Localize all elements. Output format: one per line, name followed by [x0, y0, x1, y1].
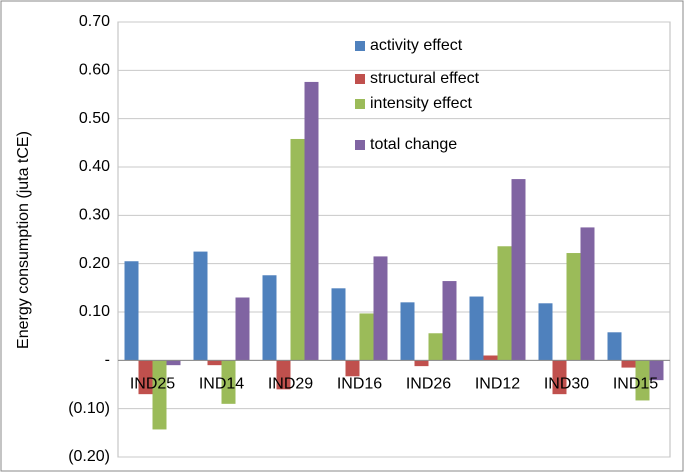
bar: [566, 253, 581, 361]
y-tick-label: 0.30: [79, 207, 110, 224]
x-tick-label: IND16: [337, 376, 382, 393]
y-tick-label: 0.50: [79, 110, 110, 127]
y-tick-label: 0.20: [79, 255, 110, 272]
bar: [304, 81, 319, 361]
bar: [538, 303, 553, 361]
y-tick-label: (0.10): [68, 400, 110, 417]
x-tick-label: IND12: [475, 376, 520, 393]
bar: [124, 261, 139, 361]
legend-label: intensity effect: [370, 95, 473, 112]
bar: [152, 360, 167, 430]
y-axis-label: Energy consumption (juta tCE): [15, 131, 32, 349]
bar: [276, 360, 291, 390]
bar: [469, 296, 484, 361]
y-tick-label: (0.20): [68, 448, 110, 465]
legend-swatch: [355, 74, 365, 84]
y-tick-label: 0.60: [79, 62, 110, 79]
bar: [221, 360, 236, 404]
bar: [290, 138, 305, 361]
bar: [345, 360, 360, 377]
x-tick-label: IND30: [544, 376, 589, 393]
bar: [373, 256, 388, 361]
bar: [414, 360, 429, 367]
bar: [193, 251, 208, 361]
bar: [621, 360, 636, 368]
bar: [331, 288, 346, 361]
y-tick-label: -: [105, 352, 110, 369]
x-tick-label: IND29: [268, 376, 313, 393]
legend-swatch: [355, 99, 365, 109]
bar: [552, 360, 567, 395]
x-tick-label: IND14: [199, 376, 244, 393]
y-tick-label: 0.70: [79, 13, 110, 30]
bar: [442, 281, 457, 361]
legend-swatch: [355, 140, 365, 150]
bar: [138, 360, 153, 395]
bar: [359, 313, 374, 361]
bar: [607, 332, 622, 361]
bar: [207, 360, 222, 366]
bar: [166, 360, 181, 366]
bar: [235, 297, 250, 361]
bar: [580, 227, 595, 361]
bar: [649, 360, 664, 381]
legend-swatch: [355, 41, 365, 51]
legend-label: activity effect: [370, 37, 463, 54]
bar: [635, 360, 650, 401]
bar: [428, 333, 443, 361]
bar: [483, 355, 498, 361]
y-tick-label: 0.40: [79, 158, 110, 175]
x-tick-label: IND26: [406, 376, 451, 393]
bar: [400, 302, 415, 361]
bar: [262, 275, 277, 361]
bar: [511, 179, 526, 361]
x-tick-label: IND15: [613, 376, 658, 393]
legend-label: structural effect: [370, 70, 480, 87]
x-tick-label: IND25: [130, 376, 175, 393]
y-tick-label: 0.10: [79, 303, 110, 320]
bar: [497, 246, 512, 361]
legend-label: total change: [370, 136, 457, 153]
